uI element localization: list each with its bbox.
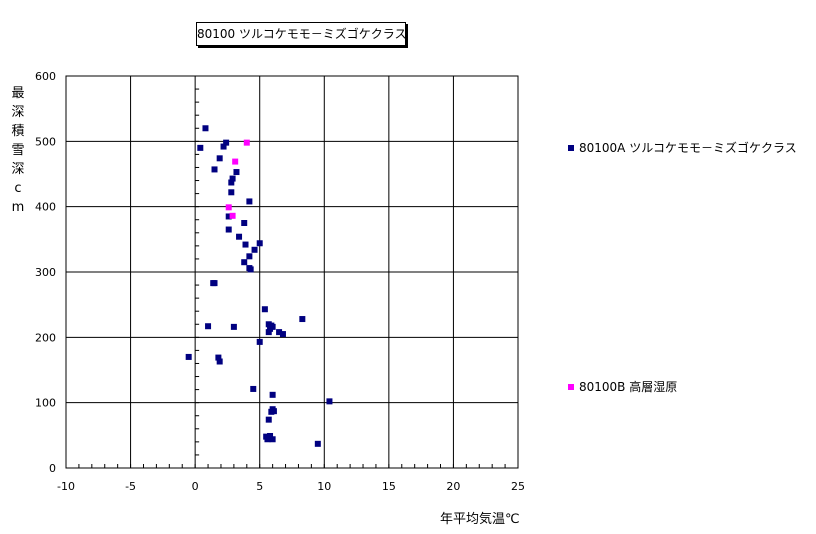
data-point-series-a: [211, 280, 218, 287]
legend-label-series-b: 80100B 高層湿原: [579, 380, 678, 394]
data-point-series-a: [246, 253, 253, 260]
data-point-series-b: [229, 212, 236, 219]
y-tick-label: 500: [35, 135, 56, 148]
data-point-series-a: [299, 316, 306, 323]
data-point-series-a: [216, 358, 223, 365]
data-point-series-a: [265, 329, 272, 336]
data-point-series-a: [242, 241, 249, 248]
x-axis-label: 年平均気温℃: [440, 512, 520, 527]
y-tick-label: 100: [35, 397, 56, 410]
data-point-series-a: [267, 432, 274, 439]
x-tick-label: 15: [382, 480, 396, 493]
data-point-series-a: [326, 398, 333, 405]
data-point-series-a: [228, 179, 235, 186]
y-tick-label: 0: [49, 462, 56, 475]
legend-entry-series-a: 80100A ツルコケモモ－ミズゴケクラス: [568, 139, 797, 156]
data-point-series-a: [205, 323, 212, 330]
y-axis-label-char: m: [11, 200, 25, 215]
data-point-series-a: [276, 329, 283, 336]
x-tick-label: 0: [192, 480, 199, 493]
data-point-series-a: [241, 259, 248, 266]
y-tick-label: 400: [35, 201, 56, 214]
data-point-series-a: [185, 353, 192, 360]
data-point-series-a: [211, 166, 218, 173]
data-point-series-a: [247, 266, 254, 273]
data-point-series-a: [256, 240, 263, 247]
legend-marker-series-b: [568, 383, 574, 390]
data-point-series-a: [223, 139, 230, 146]
data-point-series-b: [225, 204, 232, 211]
x-tick-label: 25: [511, 480, 525, 493]
x-tick-label: 20: [446, 480, 460, 493]
x-tick-label: 5: [256, 480, 263, 493]
data-point-series-a: [246, 198, 253, 205]
data-point-series-a: [220, 143, 227, 150]
y-axis-label-char: 最: [11, 86, 25, 101]
data-point-series-a: [241, 220, 248, 226]
grid-lines: [65, 75, 519, 469]
data-points: [185, 125, 333, 447]
y-axis-label-char: 積: [11, 124, 25, 139]
data-point-series-a: [250, 385, 257, 392]
data-point-series-a: [236, 233, 243, 240]
data-point-series-a: [230, 323, 237, 330]
y-axis-label-char: 深: [11, 105, 25, 120]
data-point-series-a: [215, 354, 222, 361]
y-axis-label-char: 雪: [11, 143, 25, 158]
y-tick-label: 200: [35, 331, 56, 344]
legend-marker-series-a: [568, 144, 574, 151]
x-tick-label: 10: [317, 480, 331, 493]
data-point-series-b: [232, 158, 239, 165]
x-tick-label: -10: [57, 480, 75, 493]
data-point-series-a: [228, 189, 235, 196]
data-point-series-a: [269, 391, 276, 398]
data-point-series-a: [216, 155, 223, 162]
y-tick-label: 300: [35, 266, 56, 279]
x-tick-label: -5: [125, 480, 136, 493]
data-point-series-a: [251, 246, 258, 253]
y-axis-label-char: 深: [11, 162, 25, 177]
data-point-series-a: [233, 169, 240, 176]
data-point-series-a: [261, 306, 268, 313]
legend-entry-series-b: 80100B 高層湿原: [568, 378, 677, 395]
data-point-series-a: [270, 408, 277, 415]
data-point-series-a: [225, 226, 232, 233]
data-point-series-a: [225, 213, 232, 220]
data-point-series-b: [243, 139, 250, 146]
y-axis-label-char: c: [14, 181, 22, 196]
legend-label-series-a: 80100A ツルコケモモ－ミズゴケクラス: [579, 141, 797, 155]
data-point-series-a: [197, 144, 204, 151]
data-point-series-a: [269, 436, 276, 443]
data-point-series-a: [314, 440, 321, 447]
chart-title: 80100 ツルコケモモ－ミズゴケクラス: [196, 22, 407, 46]
tick-labels: -10 -5 0 5 10 15 20 25 0 100 200 300 400 500 600: [35, 70, 525, 493]
data-point-series-a: [279, 331, 286, 338]
data-point-series-a: [202, 125, 209, 132]
data-point-series-a: [269, 323, 276, 330]
data-point-series-a: [264, 436, 271, 443]
data-point-series-a: [256, 338, 263, 345]
y-tick-label: 600: [35, 70, 56, 83]
plot-area: [65, 75, 519, 469]
data-point-series-a: [229, 175, 236, 182]
data-point-series-a: [265, 416, 272, 423]
